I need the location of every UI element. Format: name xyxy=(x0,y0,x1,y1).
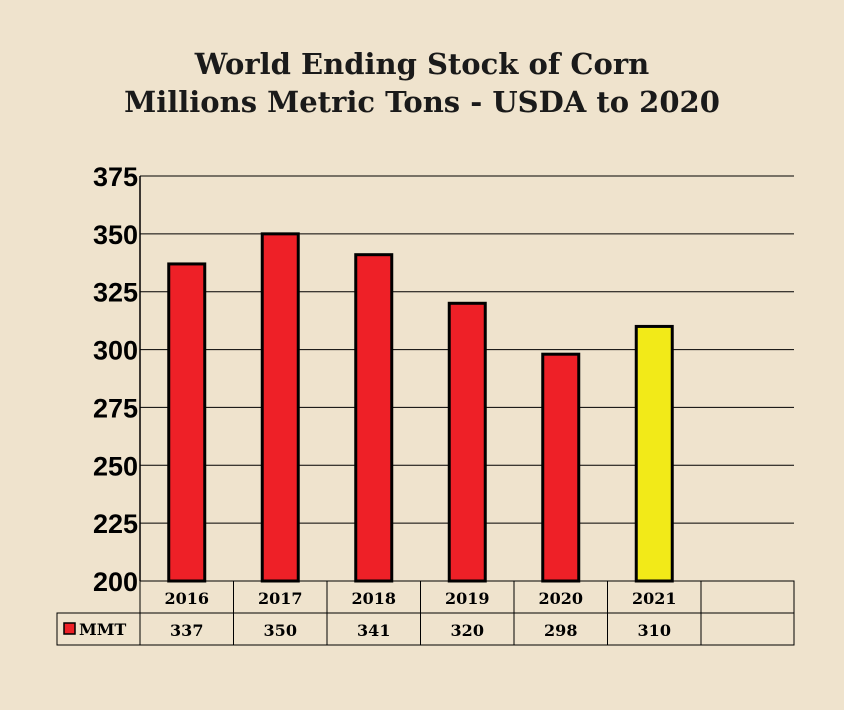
chart-subtitle: Millions Metric Tons - USDA to 2020 xyxy=(124,85,720,119)
x-tick-label: 2021 xyxy=(632,589,677,608)
data-label: 337 xyxy=(170,621,203,640)
y-tick-label: 275 xyxy=(93,393,138,423)
y-tick-label: 325 xyxy=(93,278,138,308)
x-tick-label: 2019 xyxy=(445,589,490,608)
y-tick-label: 300 xyxy=(93,336,138,366)
y-tick-label: 250 xyxy=(93,451,138,481)
data-label: 298 xyxy=(544,621,577,640)
y-tick-label: 225 xyxy=(93,509,138,539)
bar xyxy=(541,352,581,583)
legend-label: MMT xyxy=(79,620,126,639)
data-label: 320 xyxy=(451,621,484,640)
bar xyxy=(167,262,207,583)
x-tick-label: 2020 xyxy=(538,589,583,608)
data-label: 310 xyxy=(638,621,671,640)
y-tick-label: 350 xyxy=(93,220,138,250)
chart-title: World Ending Stock of Corn xyxy=(194,47,650,81)
legend-swatch xyxy=(63,622,76,635)
x-tick-label: 2017 xyxy=(258,589,303,608)
y-tick-label: 200 xyxy=(93,567,138,597)
data-label: 341 xyxy=(357,621,390,640)
x-tick-label: 2016 xyxy=(164,589,209,608)
data-label: 350 xyxy=(264,621,297,640)
bar xyxy=(634,324,674,583)
bar xyxy=(354,253,394,583)
x-tick-label: 2018 xyxy=(351,589,396,608)
y-tick-label: 375 xyxy=(93,162,138,192)
bar xyxy=(260,232,300,583)
table-value-row xyxy=(56,612,795,646)
bar xyxy=(447,301,487,583)
